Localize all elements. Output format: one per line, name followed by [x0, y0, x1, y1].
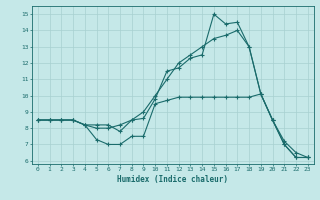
X-axis label: Humidex (Indice chaleur): Humidex (Indice chaleur) — [117, 175, 228, 184]
